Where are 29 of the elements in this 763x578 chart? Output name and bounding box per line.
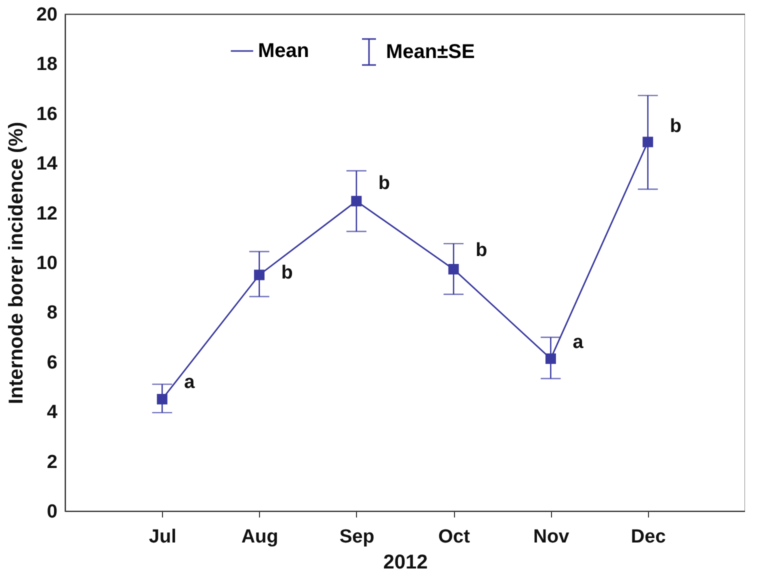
y-tick-label: 6 (46, 352, 58, 374)
x-tick-label: Dec (630, 526, 666, 548)
x-tick-label: Aug (241, 526, 278, 548)
y-tick-label: 0 (46, 502, 58, 522)
x-tick-label: Nov (533, 526, 570, 548)
y-tick-label: 12 (36, 203, 58, 224)
x-tick-label: Sep (340, 526, 374, 548)
y-tick-label: 4 (46, 402, 58, 424)
y-axis-title: Internode borer incidence (%) (5, 122, 28, 404)
y-tick-label: 20 (36, 4, 58, 26)
annotation: b (476, 240, 488, 262)
y-tick-label: 14 (36, 154, 58, 175)
annotation: Mean±SE (386, 40, 475, 64)
x-tick-label: Jul (148, 526, 176, 548)
legend-label: Mean (258, 40, 310, 62)
point (448, 264, 459, 274)
annotation: b (378, 172, 390, 194)
annotation: a (184, 372, 196, 393)
y-tick-label: 18 (36, 54, 58, 76)
x-tick-label: Oct (438, 526, 471, 548)
annotation: a (572, 332, 584, 354)
annotation: b (670, 116, 682, 137)
annotation: b (281, 262, 293, 284)
y-tick-label: 16 (36, 104, 58, 125)
y-tick-label: 2 (46, 452, 58, 473)
point (351, 196, 362, 206)
x-axis-title: 2012 (383, 552, 428, 574)
y-tick-label: 10 (36, 253, 58, 274)
y-tick-label: 8 (46, 302, 58, 324)
